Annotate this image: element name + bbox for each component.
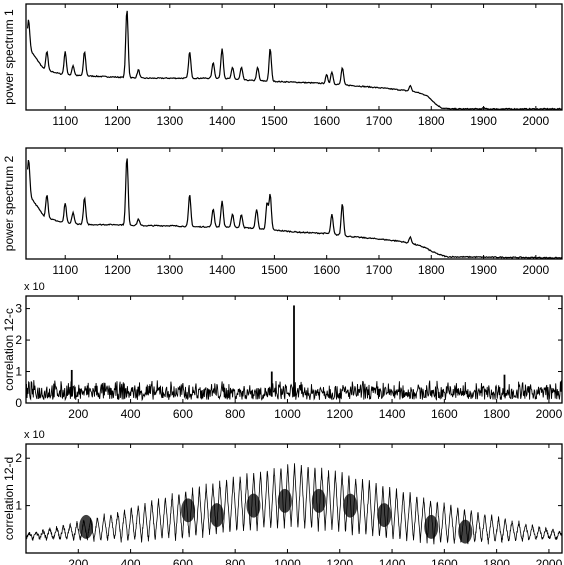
y-tick-label: 2 xyxy=(15,451,22,465)
chart-panel-1: 1100 1200 1300 1400 1500 1600 1700 1800 1900 2000… xyxy=(2,3,563,128)
x-tick-label: 1100 xyxy=(52,114,78,128)
y-tick-label: 1 xyxy=(15,365,22,379)
x-tick-label: 1200 xyxy=(326,557,353,565)
dense-region xyxy=(458,519,473,544)
x-tick-label: 1400 xyxy=(379,407,406,421)
axes-frame xyxy=(25,147,563,260)
y-exponent-label: x 10 xyxy=(24,429,45,441)
series-line xyxy=(27,10,562,111)
y-tick-label: 0 xyxy=(15,396,22,410)
dense-region xyxy=(343,493,358,518)
x-tick-label: 1700 xyxy=(366,114,393,128)
x-tick-label: 1400 xyxy=(209,263,236,277)
axes-frame xyxy=(25,443,563,554)
x-tick-label: 1200 xyxy=(104,263,131,277)
x-tick-label: 1200 xyxy=(104,114,131,128)
x-tick-label: 2000 xyxy=(536,407,563,421)
y-axis-label: correlation 12-d xyxy=(2,457,16,540)
x-tick-label: 1200 xyxy=(326,407,353,421)
chart-panel-3: 200 400 600 800 1000 1200 1400 1600 1800 2000 0 1 2 3… xyxy=(2,281,563,421)
x-tick-label: 1400 xyxy=(209,114,236,128)
y-axis-label: power spectrum 1 xyxy=(2,9,16,105)
axes-frame xyxy=(25,3,563,111)
x-tick-label: 1500 xyxy=(261,114,288,128)
x-tick-label: 800 xyxy=(225,407,245,421)
dense-region xyxy=(424,514,439,539)
dense-region xyxy=(311,488,326,513)
x-tick-label: 1600 xyxy=(431,557,458,565)
x-tick-label: 1800 xyxy=(418,114,445,128)
x-tick-label: 1600 xyxy=(313,114,340,128)
dense-region xyxy=(246,493,261,518)
x-tick-label: 1600 xyxy=(431,407,458,421)
y-axis-label: correlation 12-c xyxy=(2,308,16,391)
y-tick-label: 1 xyxy=(15,499,22,513)
dense-region xyxy=(277,488,292,513)
x-tick-label: 1700 xyxy=(366,263,393,277)
dense-region xyxy=(181,498,196,523)
x-tick-label: 1000 xyxy=(274,407,301,421)
y-tick-label: 2 xyxy=(15,333,22,347)
x-tick-label: 2000 xyxy=(523,263,550,277)
x-tick-label: 400 xyxy=(121,407,141,421)
x-tick-label: 600 xyxy=(173,407,193,421)
x-tick-label: 400 xyxy=(121,557,141,565)
x-tick-label: 800 xyxy=(225,557,245,565)
dense-region xyxy=(209,503,224,528)
series-line xyxy=(27,158,563,260)
x-tick-label: 1300 xyxy=(156,114,183,128)
x-tick-label: 1800 xyxy=(483,557,510,565)
x-tick-label: 1800 xyxy=(418,263,445,277)
x-tick-label: 1500 xyxy=(261,263,288,277)
dense-region xyxy=(377,503,392,528)
x-tick-label: 1600 xyxy=(313,263,340,277)
x-tick-label: 1900 xyxy=(470,114,497,128)
y-exponent-label: x 10 xyxy=(24,281,45,293)
x-tick-label: 1000 xyxy=(274,557,301,565)
x-tick-label: 1300 xyxy=(156,263,183,277)
chart-panel-4: 200 400 600 800 1000 1200 1400 1600 1800 2000 1 2co… xyxy=(2,429,563,565)
x-tick-label: 1900 xyxy=(470,263,497,277)
x-tick-label: 200 xyxy=(68,407,88,421)
axes-frame xyxy=(25,295,563,404)
x-tick-label: 200 xyxy=(68,557,88,565)
x-tick-label: 1100 xyxy=(52,263,78,277)
x-tick-label: 2000 xyxy=(536,557,563,565)
x-tick-label: 600 xyxy=(173,557,193,565)
chart-panel-2: 1100 1200 1300 1400 1500 1600 1700 1800 1900 2000… xyxy=(2,147,563,277)
dense-region xyxy=(79,514,94,539)
y-axis-label: power spectrum 2 xyxy=(2,155,16,251)
series-line xyxy=(25,463,563,545)
x-tick-label: 1800 xyxy=(483,407,510,421)
x-tick-label: 2000 xyxy=(523,114,550,128)
y-tick-label: 3 xyxy=(15,302,22,316)
x-tick-label: 1400 xyxy=(379,557,406,565)
